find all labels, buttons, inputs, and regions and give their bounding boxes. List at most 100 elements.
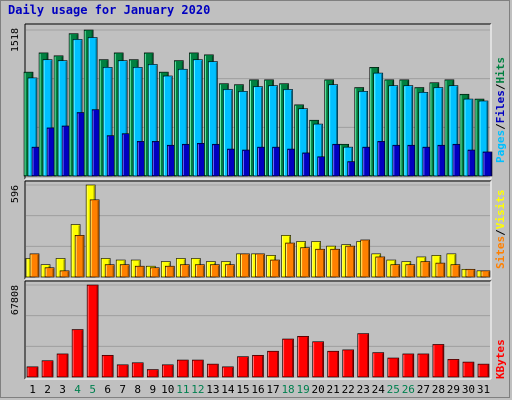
x-tick-day-22: 22 <box>342 383 355 396</box>
legend-hits-files-pages-files: Files <box>494 90 507 123</box>
bar-sites-day-27 <box>420 261 431 278</box>
bar-kbytes-day-22 <box>342 349 354 378</box>
panel-1-ymax-label: 1518 <box>10 28 21 52</box>
x-tick-day-15: 15 <box>236 383 249 396</box>
x-tick-day-8: 8 <box>134 383 141 396</box>
bar-sites-day-20 <box>315 248 325 278</box>
x-tick-day-31: 31 <box>477 383 490 396</box>
x-tick-day-24: 24 <box>372 383 386 396</box>
bar-kbytes-day-12 <box>192 359 204 378</box>
bar-sites-day-15 <box>240 253 250 278</box>
x-tick-day-10: 10 <box>161 383 174 396</box>
bar-sites-day-28 <box>435 262 446 278</box>
x-tick-day-11: 11 <box>176 383 189 396</box>
chart-title: Daily usage for January 2020 <box>8 3 211 17</box>
x-tick-day-1: 1 <box>29 383 36 396</box>
bar-kbytes-day-28 <box>432 344 445 378</box>
x-tick-day-25: 25 <box>387 383 400 396</box>
legend-hits-files-pages-sep1: / <box>494 123 507 130</box>
bar-kbytes-day-11 <box>177 359 189 378</box>
bar-kbytes-day-19 <box>297 335 309 378</box>
x-tick-day-19: 19 <box>296 383 309 396</box>
x-tick-day-17: 17 <box>266 383 279 396</box>
bar-kbytes-day-2 <box>41 360 54 378</box>
bar-sites-day-4 <box>74 235 85 278</box>
bar-sites-day-22 <box>345 245 355 278</box>
bar-kbytes-day-13 <box>207 363 219 378</box>
bar-kbytes-day-1 <box>26 366 39 378</box>
bar-sites-day-10 <box>165 265 175 278</box>
bar-sites-day-3 <box>59 270 70 278</box>
bar-sites-day-17 <box>270 259 280 278</box>
x-tick-day-16: 16 <box>251 383 264 396</box>
bar-sites-day-14 <box>225 264 235 278</box>
legend-visits-sites: Sites/Visits <box>494 190 507 270</box>
x-tick-day-30: 30 <box>462 383 475 396</box>
bar-sites-day-26 <box>405 264 416 278</box>
bar-kbytes-day-30 <box>462 361 475 378</box>
bar-sites-day-1 <box>29 253 40 278</box>
bar-kbytes-day-14 <box>222 366 234 378</box>
bar-kbytes-day-26 <box>402 353 415 378</box>
bar-kbytes-day-6 <box>101 354 114 378</box>
bar-sites-day-29 <box>450 264 461 278</box>
x-tick-day-9: 9 <box>149 383 156 396</box>
legend-hits-files-pages: Pages/Files/Hits <box>494 57 507 163</box>
bar-kbytes-day-20 <box>312 341 324 378</box>
bar-sites-day-2 <box>44 267 55 278</box>
bar-sites-day-25 <box>390 264 401 278</box>
bar-kbytes-day-10 <box>162 364 174 378</box>
x-tick-day-27: 27 <box>417 383 430 396</box>
bar-kbytes-day-18 <box>282 338 294 378</box>
legend-kbytes-kbytes: KBytes <box>494 339 507 379</box>
bar-kbytes-day-23 <box>357 333 370 378</box>
x-tick-day-18: 18 <box>281 383 294 396</box>
x-tick-day-13: 13 <box>206 383 219 396</box>
bar-sites-day-11 <box>180 264 190 278</box>
x-tick-day-28: 28 <box>432 383 445 396</box>
bar-kbytes-day-21 <box>327 350 339 378</box>
x-tick-day-6: 6 <box>104 383 111 396</box>
x-tick-day-5: 5 <box>89 383 96 396</box>
panel-2-ymax-label: 596 <box>10 185 21 203</box>
bar-sites-day-7 <box>119 264 130 278</box>
legend-hits-files-pages-hits: Hits <box>494 57 507 84</box>
bar-pages-day-31 <box>482 151 493 177</box>
bar-kbytes-day-3 <box>56 353 69 378</box>
bar-kbytes-day-4 <box>71 329 84 378</box>
bar-sites-day-9 <box>149 267 160 278</box>
bar-kbytes-day-7 <box>116 364 129 378</box>
bar-kbytes-day-9 <box>146 369 159 378</box>
bar-kbytes-day-25 <box>387 357 400 378</box>
bar-kbytes-day-16 <box>252 354 264 378</box>
x-tick-day-2: 2 <box>44 383 51 396</box>
x-tick-day-7: 7 <box>119 383 126 396</box>
bar-kbytes-day-31 <box>477 363 490 378</box>
bar-kbytes-day-29 <box>447 359 460 378</box>
panel-3-ymax-label: 67808 <box>10 285 21 315</box>
bar-kbytes-day-27 <box>417 353 430 378</box>
x-tick-day-20: 20 <box>312 383 325 396</box>
bar-sites-day-21 <box>330 248 340 278</box>
x-tick-day-21: 21 <box>327 383 340 396</box>
bar-kbytes-day-5 <box>86 284 99 378</box>
x-tick-day-23: 23 <box>357 383 370 396</box>
bar-sites-day-5 <box>89 199 100 278</box>
legend-hits-files-pages-sep2: / <box>494 83 507 90</box>
bar-sites-day-24 <box>375 256 386 278</box>
x-tick-day-26: 26 <box>402 383 415 396</box>
bar-sites-day-19 <box>300 247 310 278</box>
bar-kbytes-day-17 <box>267 350 279 378</box>
bar-sites-day-16 <box>255 253 265 278</box>
legend-kbytes: KBytes <box>494 339 507 379</box>
bar-sites-day-31 <box>480 270 491 278</box>
x-tick-day-12: 12 <box>191 383 204 396</box>
bar-kbytes-day-24 <box>372 352 385 378</box>
bar-sites-day-30 <box>465 268 476 278</box>
x-tick-day-3: 3 <box>59 383 66 396</box>
legend-visits-sites-visits: Visits <box>494 190 507 230</box>
bar-sites-day-13 <box>210 264 220 278</box>
bar-sites-day-12 <box>195 264 205 278</box>
bar-kbytes-day-15 <box>237 356 249 378</box>
